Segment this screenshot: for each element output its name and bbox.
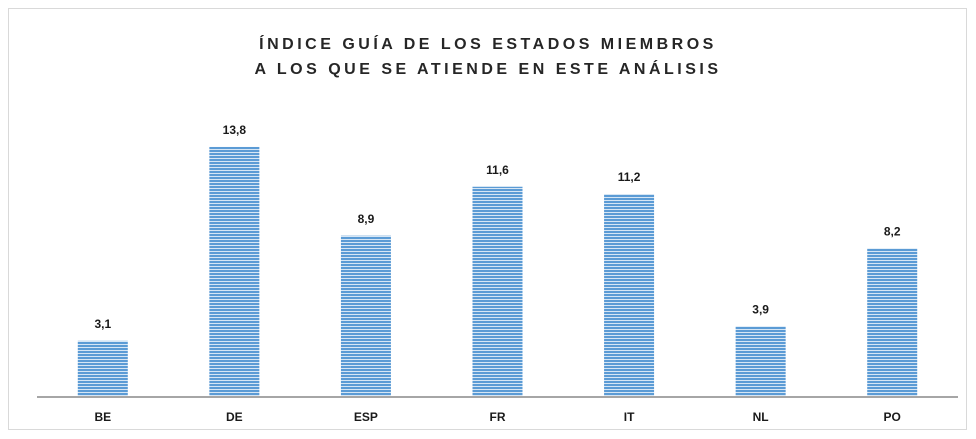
data-label: 3,1 [94,317,111,331]
bar [77,340,128,397]
x-tick-label: FR [490,410,506,424]
chart-title: ÍNDICE GUÍA DE LOS ESTADOS MIEMBROS [259,34,717,53]
data-label: 11,2 [618,170,641,184]
bar [604,194,655,397]
x-tick-label: ESP [354,410,378,424]
bar [735,326,786,397]
data-label: 11,6 [486,163,509,177]
x-tick-label: NL [753,410,769,424]
x-tick-label: DE [226,410,243,424]
data-label: 13,8 [223,123,247,137]
bar [472,186,523,397]
x-tick-label: PO [884,410,901,424]
data-label: 3,9 [752,302,769,316]
bar [209,146,260,397]
data-label: 8,9 [358,212,375,226]
bar [867,248,918,397]
x-tick-label: BE [94,410,111,424]
data-label: 8,2 [884,225,901,239]
x-tick-label: IT [624,410,635,424]
bar [340,235,391,397]
chart-title: A LOS QUE SE ATIENDE EN ESTE ANÁLISIS [254,59,721,78]
